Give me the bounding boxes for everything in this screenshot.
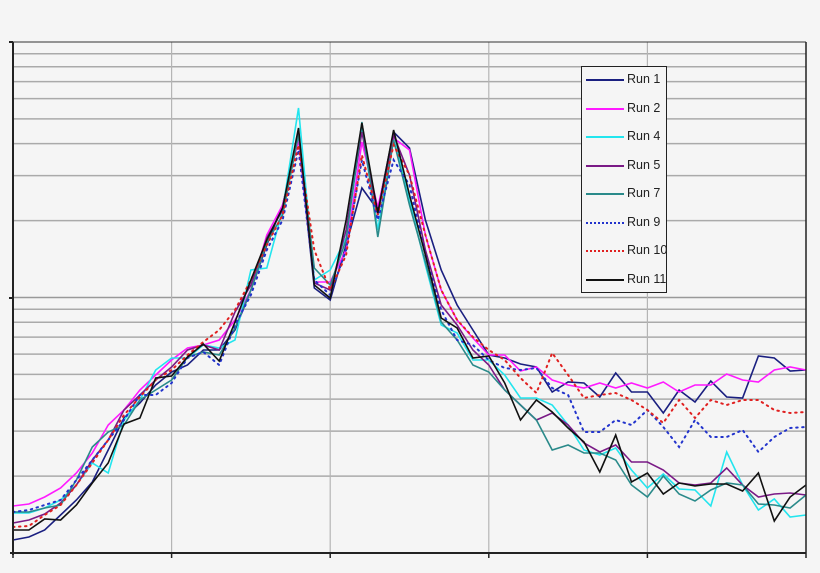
legend-item-run-9: Run 9 — [582, 213, 666, 233]
legend-label: Run 7 — [627, 186, 661, 200]
legend-swatch — [586, 164, 624, 167]
legend-label: Run 5 — [627, 157, 661, 172]
legend-swatch — [586, 136, 624, 138]
legend-label: Run 2 — [627, 100, 661, 115]
legend-item-run-2: Run 2 — [582, 99, 666, 119]
series-line-run-9 — [12, 149, 807, 513]
legend-item-run-10: Run 10 — [582, 241, 668, 261]
series-line-run-7 — [13, 121, 807, 513]
legend-label: Run 4 — [627, 129, 661, 143]
legend-label: Run 11 — [627, 271, 667, 286]
x-axis-ticks — [12, 553, 807, 558]
legend-item-run-5: Run 5 — [582, 156, 666, 176]
legend-swatch — [586, 278, 624, 281]
legend-item-run-1: Run 1 — [582, 70, 666, 90]
legend-item-run-7: Run 7 — [582, 184, 666, 204]
series-line-run-11 — [13, 122, 807, 531]
legend-label: Run 9 — [627, 214, 661, 229]
legend-label: Run 10 — [627, 243, 668, 257]
legend-item-run-4: Run 4 — [582, 127, 666, 147]
legend-swatch — [586, 107, 624, 110]
legend-swatch — [586, 250, 624, 252]
legend-swatch — [586, 221, 624, 224]
legend-swatch — [586, 79, 624, 81]
data-series — [12, 107, 807, 541]
legend-label: Run 1 — [627, 72, 661, 86]
legend-item-run-11: Run 11 — [582, 270, 666, 290]
chart-legend: Run 1 Run 2 Run 4 Run 5 Run 7 Run 9 Run … — [581, 66, 667, 293]
series-line-run-5 — [12, 131, 807, 524]
series-line-run-2 — [12, 136, 807, 507]
legend-swatch — [586, 193, 624, 195]
